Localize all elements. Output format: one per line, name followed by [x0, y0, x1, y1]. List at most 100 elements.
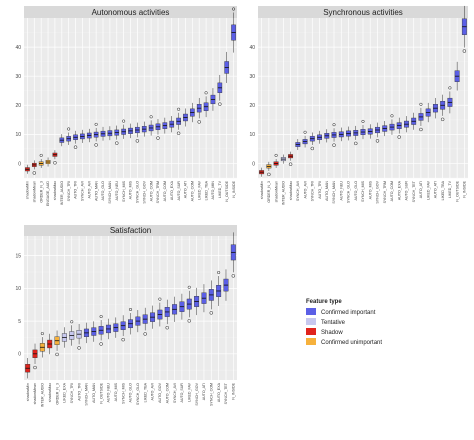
box-AUTO_COM	[148, 115, 154, 136]
x-tick-label: LIKED_FAV	[426, 180, 430, 200]
box-AUTO_MIS	[367, 124, 373, 139]
y-tick-label: 0	[18, 161, 21, 167]
legend-label-important: Confirmed important	[321, 310, 376, 316]
box-SYNCH_GOV	[375, 122, 380, 143]
box-LIKED_TV	[217, 74, 223, 106]
box-SYNCH_TRM	[155, 119, 161, 140]
outlier-point	[122, 119, 126, 123]
x-tick-label: AUTO_GLO	[101, 181, 105, 201]
box-shadowMin	[25, 164, 30, 174]
panel-title: Synchronous activities	[323, 8, 403, 17]
box-ORDER_N_3	[54, 330, 60, 357]
outlier-point	[53, 161, 57, 165]
outlier-point	[99, 314, 103, 319]
outlier-point	[274, 153, 278, 157]
x-tick-label: AUTO_COM	[165, 383, 169, 403]
x-tick-label: SYNCH_GOV	[376, 180, 380, 203]
box-AUTO_MAN	[324, 129, 330, 143]
x-tick-label: AUTO_TRI	[77, 383, 81, 401]
box-shadowMin	[25, 358, 31, 379]
x-tick-label: N_OUTSIDE	[99, 382, 103, 403]
legend-title: Feature type	[306, 299, 342, 305]
outlier-point	[149, 115, 153, 119]
x-tick-label: AUTO_AVI	[151, 383, 155, 400]
x-tick-label: LIKED_TV	[448, 180, 452, 198]
box-AUTO_NEU	[114, 125, 120, 145]
outlier-point	[128, 307, 133, 312]
panel-strip	[258, 6, 468, 18]
box-SYNCH_AVI	[295, 139, 301, 151]
x-tick-label: SYNCH_TET	[224, 382, 228, 404]
outlier-point	[232, 7, 236, 11]
outlier-point	[204, 91, 208, 95]
x-tick-label: SYNCH_MIS	[361, 180, 365, 202]
box-SYNCH_GOV	[141, 121, 147, 137]
y-tick-label: 10	[15, 286, 21, 292]
outlier-point	[303, 130, 307, 134]
y-tick-label: 10	[249, 132, 255, 138]
x-tick-label: SYNCH_AVI	[296, 181, 300, 201]
box-AUTO_GLO	[128, 307, 133, 335]
outlier-point	[156, 136, 160, 140]
outlier-point	[288, 162, 293, 166]
box-SYNCH_MIS	[121, 119, 126, 139]
box-SYNCH_MAN	[331, 123, 337, 147]
x-tick-label: AUTO_AVI	[87, 181, 91, 198]
outlier-point	[332, 123, 336, 127]
outlier-point	[40, 332, 44, 336]
outlier-point	[121, 337, 125, 342]
x-tick-label: shadowMax	[53, 181, 57, 200]
outlier-point	[448, 86, 452, 90]
legend-label-tentative: Tentative	[321, 320, 346, 326]
x-tick-label: AUTO_ATI	[202, 383, 206, 400]
x-tick-label: shadowMean	[33, 383, 37, 404]
outlier-point	[143, 332, 147, 336]
box-SYNCH_AVI	[80, 129, 85, 143]
y-tick-label: 40	[15, 45, 21, 51]
box-AUTO_ATI	[432, 97, 438, 119]
box-shadowMean	[32, 343, 38, 370]
box-LIKED_TV	[447, 86, 453, 114]
x-tick-label: N_INSIDE	[232, 382, 236, 399]
x-tick-label: N_OUTSIDE	[225, 180, 229, 201]
y-tick-label: 20	[249, 103, 255, 109]
box-N_OUTSIDE	[98, 314, 104, 346]
x-tick-label: AUTO_SUR	[405, 181, 409, 201]
box-N_INSIDE	[231, 7, 236, 53]
box-SYNCH_MIS	[360, 119, 366, 140]
box-AUTO_COM	[162, 117, 168, 134]
panel-title: Satisfaction	[110, 226, 151, 235]
y-tick-label: 30	[249, 74, 255, 80]
x-tick-label: SYNCH_MIS	[122, 180, 126, 202]
y-tick-label: 0	[252, 161, 255, 167]
y-tick-label: 15	[15, 253, 21, 259]
x-tick-label: AUTO_COM	[390, 181, 394, 201]
box-SYNCH_GLO	[135, 310, 141, 333]
outlier-point	[267, 172, 271, 177]
box-shadowMax	[288, 151, 294, 166]
box-AUTO_GLO	[353, 125, 359, 146]
box-AUTO_ATI	[201, 284, 207, 313]
box-AUTO_EXA	[216, 270, 222, 306]
x-tick-label: AUTO_TRI	[74, 181, 78, 199]
x-tick-label: SYNCH_TET	[412, 180, 416, 202]
box-AUTO_TRI	[73, 130, 78, 149]
legend-swatch-shadow	[306, 328, 316, 335]
outlier-point	[99, 342, 103, 346]
x-tick-label: AUTO_NEU	[339, 181, 343, 201]
y-tick-label: 0	[18, 352, 21, 358]
box-SYNCH_COM	[208, 280, 214, 315]
x-tick-label: AUTO_SUR	[177, 181, 181, 201]
outlier-point	[158, 297, 162, 301]
outlier-point	[67, 127, 71, 131]
box-AUTO_MIN	[210, 88, 216, 111]
x-tick-label: SYNCH_TRI	[70, 383, 74, 403]
outlier-point	[440, 117, 445, 122]
outlier-point	[419, 127, 423, 132]
outlier-point	[209, 311, 214, 315]
outlier-point	[390, 114, 394, 118]
box-AUTO_SUR	[179, 293, 185, 320]
legend-swatch-tentative	[306, 318, 316, 325]
outlier-point	[218, 102, 222, 106]
